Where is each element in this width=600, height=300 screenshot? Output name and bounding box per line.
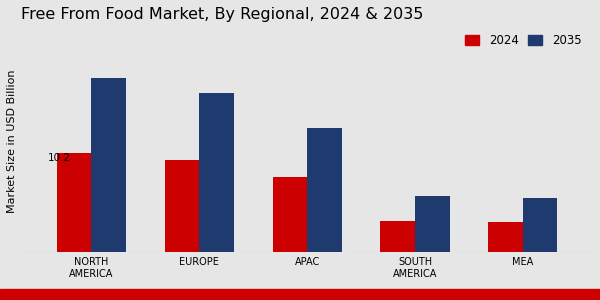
Bar [523, 198, 557, 251]
Bar [488, 222, 523, 251]
Bar [415, 196, 449, 251]
Bar [307, 128, 341, 251]
Bar [272, 176, 307, 251]
Bar [164, 160, 199, 251]
Bar [91, 79, 126, 251]
Y-axis label: Market Size in USD Billion: Market Size in USD Billion [7, 69, 17, 212]
Bar [57, 154, 91, 251]
Text: Free From Food Market, By Regional, 2024 & 2035: Free From Food Market, By Regional, 2024… [21, 7, 424, 22]
Bar [380, 221, 415, 251]
Text: 10.2: 10.2 [48, 153, 71, 163]
Bar [199, 93, 234, 251]
Legend: 2024, 2035: 2024, 2035 [465, 34, 581, 47]
